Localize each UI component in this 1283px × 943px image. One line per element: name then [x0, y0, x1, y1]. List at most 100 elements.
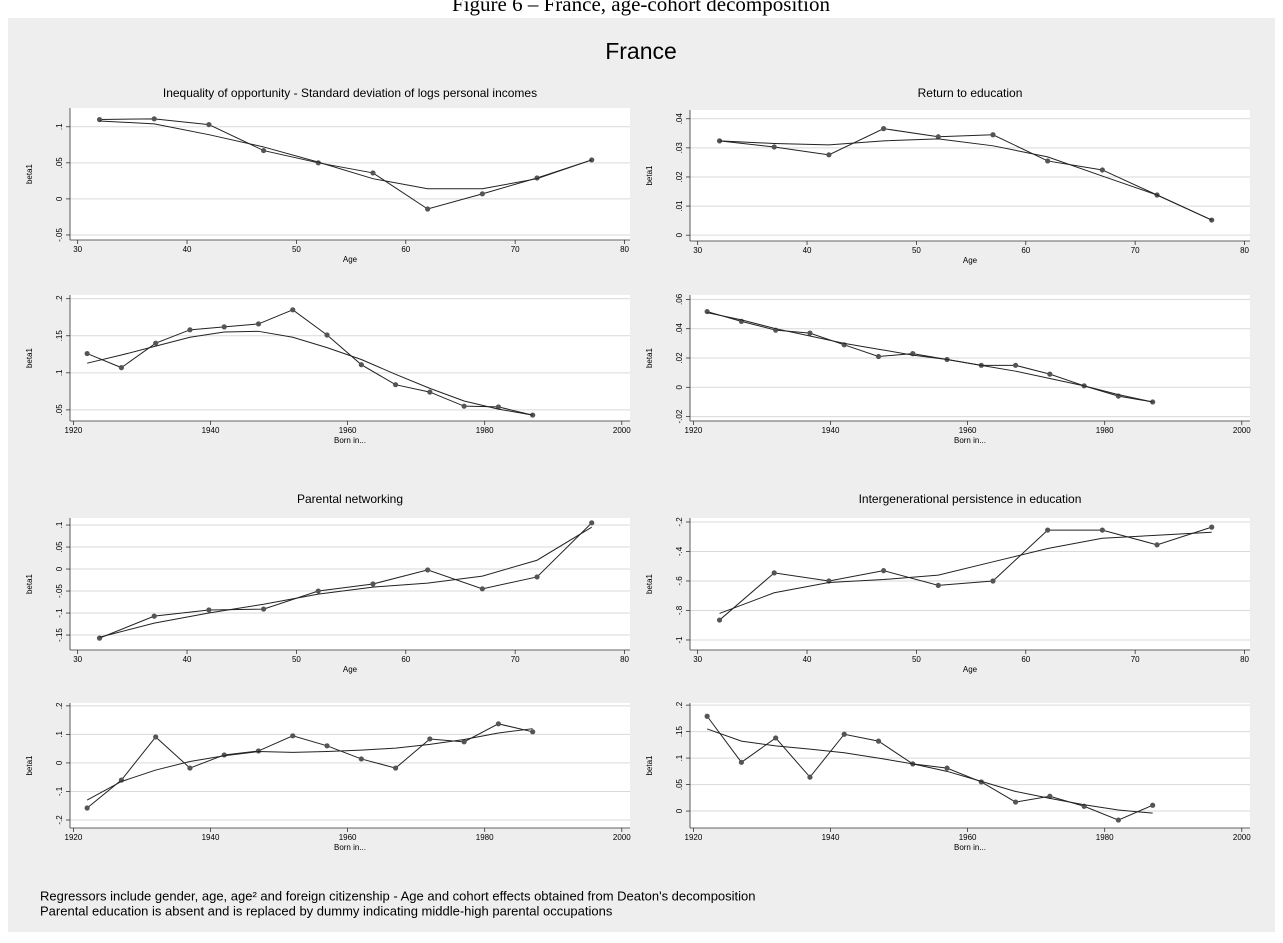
x-tick-label: 80: [1240, 655, 1249, 664]
y-tick-label: .1: [55, 521, 64, 528]
x-tick-label: 1960: [959, 833, 977, 842]
point: [771, 570, 777, 576]
point: [392, 382, 399, 388]
x-tick-label: 2000: [613, 833, 631, 842]
point: [875, 353, 882, 360]
x-tick-label: 1940: [822, 426, 840, 435]
x-tick-label: 60: [401, 655, 410, 664]
plot-area: [690, 518, 1250, 650]
point: [187, 327, 193, 333]
x-tick-label: 80: [620, 245, 629, 254]
point: [151, 116, 157, 122]
point: [255, 321, 262, 327]
x-tick-label: 70: [1131, 246, 1140, 255]
series-line: [719, 526, 1212, 621]
chart-title: Intergenerational persistence in educati…: [859, 492, 1082, 506]
x-tick-label: 2000: [613, 426, 631, 435]
x-tick-label: 50: [912, 655, 921, 664]
plot-area: [70, 295, 630, 421]
y-axis-label: beta1: [645, 347, 654, 368]
y-tick-label: 0: [675, 232, 684, 237]
point: [1150, 802, 1156, 808]
y-tick-label: .01: [675, 200, 684, 212]
y-tick-label: -.6: [675, 576, 684, 586]
note: Parental education is absent and is repl…: [40, 903, 613, 918]
y-axis-label: beta1: [645, 165, 654, 186]
y-tick-label: .1: [675, 754, 684, 761]
x-tick-label: 80: [620, 655, 629, 664]
point: [427, 736, 433, 742]
point: [1047, 793, 1053, 799]
x-tick-label: 1980: [1096, 426, 1114, 435]
point: [118, 365, 125, 371]
x-tick-label: 1940: [822, 833, 840, 842]
point: [206, 121, 212, 128]
x-tick-label: 1960: [339, 426, 357, 435]
x-axis-label: Born in...: [954, 436, 986, 445]
x-tick-label: 30: [73, 245, 82, 254]
point: [206, 607, 212, 613]
point: [495, 404, 501, 410]
y-tick-label: .03: [675, 142, 684, 154]
point: [990, 132, 996, 138]
y-axis-label: beta1: [25, 163, 34, 184]
point: [589, 520, 595, 526]
point: [589, 157, 595, 163]
point: [221, 324, 227, 330]
x-tick-label: 60: [1021, 655, 1030, 664]
y-tick-label: .2: [55, 295, 64, 302]
y-tick-label: .1: [55, 123, 64, 130]
y-tick-label: .05: [55, 157, 64, 169]
y-axis-label: beta1: [25, 347, 34, 368]
point: [880, 126, 887, 132]
point: [290, 307, 296, 313]
y-tick-label: 0: [55, 566, 64, 571]
y-tick-label: -.1: [55, 786, 64, 796]
y-axis-label: beta1: [645, 573, 654, 594]
x-tick-label: 1960: [339, 833, 357, 842]
x-axis-label: Born in...: [334, 436, 366, 445]
x-tick-label: 1980: [1096, 833, 1114, 842]
point: [358, 362, 364, 368]
x-axis-label: Age: [963, 665, 978, 674]
point: [479, 191, 485, 197]
x-tick-label: 1920: [685, 833, 703, 842]
x-tick-label: 40: [803, 655, 812, 664]
x-tick-label: 1940: [202, 833, 220, 842]
chart-title: Inequality of opportunity - Standard dev…: [163, 86, 537, 100]
plot-area: [70, 518, 630, 650]
point: [427, 389, 433, 395]
point: [826, 152, 832, 158]
x-tick-label: 70: [1131, 655, 1140, 664]
y-tick-label: .05: [55, 541, 64, 553]
x-tick-label: 1980: [476, 426, 494, 435]
point: [151, 613, 157, 619]
point: [935, 134, 941, 140]
y-tick-label: .05: [55, 404, 64, 416]
point: [990, 578, 996, 584]
point: [773, 735, 779, 741]
point: [1209, 524, 1215, 530]
x-tick-label: 40: [183, 245, 192, 254]
y-tick-label: .02: [675, 352, 684, 364]
chart-title: Parental networking: [297, 492, 403, 506]
chart-title: Return to education: [918, 86, 1023, 100]
point: [392, 765, 399, 771]
series-line: [707, 312, 1153, 403]
x-axis-label: Born in...: [954, 843, 986, 852]
y-tick-label: 0: [675, 808, 684, 813]
point: [358, 756, 364, 762]
point: [290, 733, 296, 739]
series-line: [706, 715, 1153, 821]
point: [84, 350, 90, 357]
y-tick-label: .15: [55, 330, 64, 342]
y-tick-label: .06: [675, 293, 684, 305]
series-line: [86, 728, 533, 801]
y-tick-label: -.2: [675, 517, 684, 527]
note: Regressors include gender, age, age² and…: [40, 888, 756, 903]
plot-area: [70, 703, 630, 828]
series-line: [719, 128, 1212, 221]
y-tick-label: .1: [55, 731, 64, 738]
series-line: [86, 309, 533, 416]
